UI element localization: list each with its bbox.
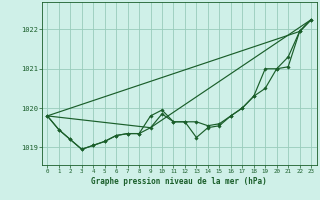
X-axis label: Graphe pression niveau de la mer (hPa): Graphe pression niveau de la mer (hPa) <box>91 177 267 186</box>
